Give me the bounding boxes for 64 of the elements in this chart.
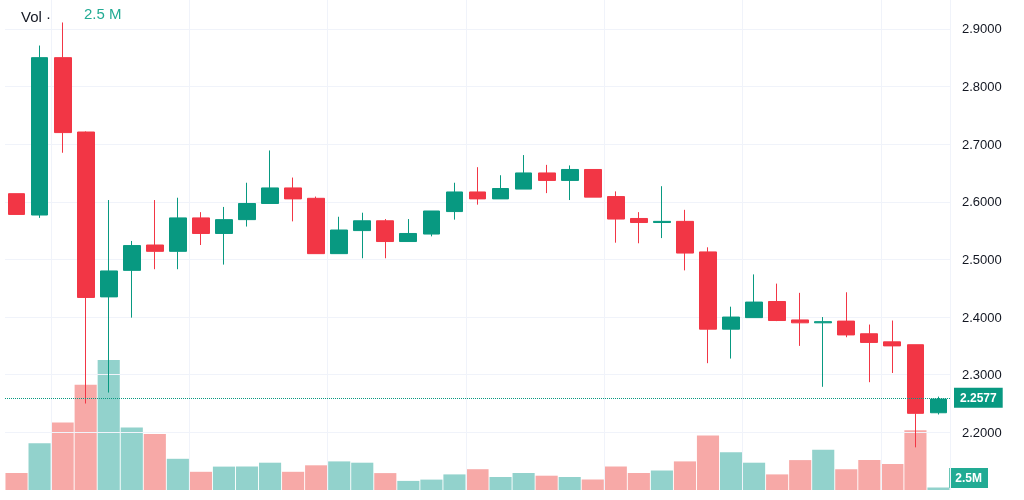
candlestick — [791, 292, 809, 347]
candlestick — [469, 166, 486, 206]
candlestick — [653, 185, 671, 239]
candlestick — [907, 344, 924, 448]
candlestick — [423, 210, 440, 237]
candlestick — [584, 168, 602, 198]
text: 2.5M — [955, 471, 983, 485]
y-tick-label: 2.5000 — [962, 251, 1002, 267]
bar — [28, 443, 51, 490]
candlestick — [307, 196, 325, 255]
bar — [812, 449, 835, 490]
bar — [5, 473, 28, 490]
candlestick — [100, 199, 118, 394]
candlestick — [676, 209, 694, 271]
annotation: 2.5 M — [84, 5, 122, 22]
bar — [535, 475, 558, 490]
bar — [558, 477, 581, 490]
candlestick — [353, 212, 371, 259]
bar — [927, 487, 950, 490]
candlestick — [630, 211, 648, 244]
y-tick-label: 2.2000 — [962, 424, 1002, 440]
candlestick — [376, 218, 394, 259]
bar — [189, 471, 212, 490]
y-tick-label: 2.3000 — [962, 367, 1002, 383]
bar — [166, 458, 189, 490]
bar — [650, 470, 673, 490]
candlestick — [745, 273, 763, 319]
candlestick — [860, 324, 878, 383]
y-tick-label: 2.9000 — [962, 21, 1002, 37]
candlestick — [8, 193, 25, 215]
bar — [374, 473, 397, 490]
y-tick-label: 2.7000 — [962, 136, 1002, 152]
candlestick — [399, 218, 417, 243]
candlestick — [77, 130, 95, 405]
candlestick — [768, 283, 786, 322]
candlestick — [561, 164, 579, 201]
y-tick-label: 2.6000 — [962, 194, 1002, 210]
candlestick — [215, 206, 233, 266]
candlestick — [238, 182, 256, 228]
candlestick — [31, 45, 48, 219]
candlestick — [607, 190, 625, 244]
candlestick — [837, 291, 855, 338]
y-tick-label: 2.8000 — [962, 78, 1002, 94]
candlestick — [883, 320, 901, 374]
candlestick — [192, 211, 210, 246]
candlestick — [538, 164, 556, 194]
chart-title: Vol · — [21, 8, 52, 25]
ref-line-label: 2.2577 — [960, 390, 998, 405]
candlestick — [492, 174, 509, 200]
candlestick — [284, 177, 302, 222]
candlestick — [515, 154, 532, 190]
candlestick — [446, 182, 463, 221]
bar — [143, 434, 166, 490]
candlestick — [123, 240, 141, 319]
bar — [466, 469, 489, 490]
candlestick — [330, 216, 348, 255]
candlestick — [146, 199, 164, 270]
candlestick — [54, 21, 72, 154]
candlestick — [699, 246, 717, 364]
candlestick — [261, 149, 279, 204]
y-tick-label: 2.4000 — [962, 309, 1002, 325]
candlestick — [814, 316, 832, 388]
candlestick — [169, 197, 187, 270]
candlestick — [722, 306, 740, 360]
